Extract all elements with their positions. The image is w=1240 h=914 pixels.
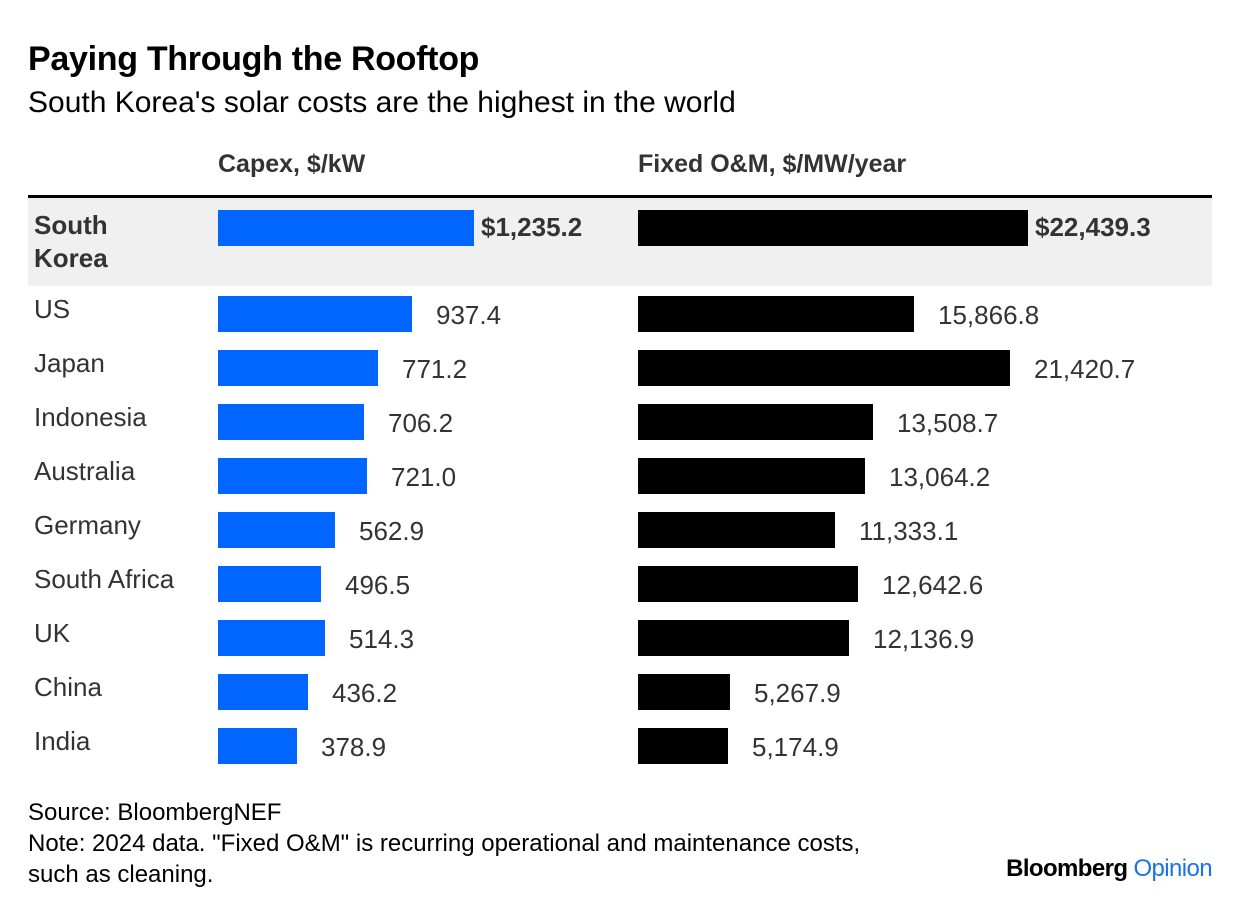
value-label-capex-us: 937.4 <box>436 300 501 330</box>
category-label-china: China <box>34 672 102 702</box>
header-rule <box>28 195 1212 198</box>
chart-subtitle: South Korea's solar costs are the highes… <box>28 86 736 119</box>
chart-title: Paying Through the Rooftop <box>28 40 480 78</box>
bar-capex-indonesia <box>218 404 364 440</box>
footer: Source: BloombergNEF Note: 2024 data. "F… <box>28 797 860 890</box>
value-label-capex-south-africa: 496.5 <box>345 570 410 600</box>
om-column-header: Fixed O&M, $/MW/year <box>638 150 907 178</box>
category-label-uk: UK <box>34 618 71 648</box>
value-label-capex-south-korea: $1,235.2 <box>481 212 582 242</box>
bar-om-china <box>638 674 730 710</box>
category-label-australia: Australia <box>34 456 136 486</box>
bloomberg-opinion-logo: Bloomberg Opinion <box>1006 855 1212 883</box>
value-label-om-south-korea: $22,439.3 <box>1035 212 1151 242</box>
bar-om-india <box>638 728 728 764</box>
bar-capex-us <box>218 296 412 332</box>
value-label-om-india: 5,174.9 <box>752 732 839 762</box>
value-label-om-germany: 11,333.1 <box>859 516 958 546</box>
bar-capex-germany <box>218 512 335 548</box>
bar-capex-japan <box>218 350 378 386</box>
bar-capex-south-korea <box>218 210 474 246</box>
bar-chart: South Korea $1,235.2 $22,439.3 US 937.4 15,866… <box>28 198 1212 764</box>
source-text: Source: BloombergNEF <box>28 799 282 826</box>
bar-om-us <box>638 296 914 332</box>
note-text-line2: such as cleaning. <box>28 861 214 888</box>
category-label-us: US <box>34 294 70 324</box>
value-label-om-indonesia: 13,508.7 <box>897 408 998 438</box>
bar-capex-india <box>218 728 297 764</box>
bar-om-south-africa <box>638 566 858 602</box>
category-label-south-korea: South Korea <box>34 210 108 273</box>
value-label-capex-germany: 562.9 <box>359 516 424 546</box>
category-label-germany: Germany <box>34 510 141 540</box>
bar-om-indonesia <box>638 404 873 440</box>
bar-capex-china <box>218 674 308 710</box>
value-label-om-japan: 21,420.7 <box>1034 354 1135 384</box>
category-label-japan: Japan <box>34 348 105 378</box>
bar-capex-australia <box>218 458 367 494</box>
logo-brand: Bloomberg <box>1006 855 1128 882</box>
note-text-line1: Note: 2024 data. "Fixed O&M" is recurrin… <box>28 830 861 857</box>
value-label-capex-japan: 771.2 <box>402 354 467 384</box>
value-label-capex-india: 378.9 <box>321 732 386 762</box>
bar-om-uk <box>638 620 849 656</box>
value-label-om-australia: 13,064.2 <box>889 462 990 492</box>
category-label-india: India <box>34 726 91 756</box>
bar-om-australia <box>638 458 865 494</box>
logo-section: Opinion <box>1133 855 1212 882</box>
category-label-indonesia: Indonesia <box>34 402 147 432</box>
bar-capex-uk <box>218 620 325 656</box>
value-label-capex-china: 436.2 <box>332 678 397 708</box>
bar-om-germany <box>638 512 835 548</box>
bar-om-japan <box>638 350 1010 386</box>
bar-capex-south-africa <box>218 566 321 602</box>
bar-om-south-korea <box>638 210 1028 246</box>
category-label-south-africa: South Africa <box>34 564 175 594</box>
capex-column-header: Capex, $/kW <box>218 150 366 178</box>
value-label-om-china: 5,267.9 <box>754 678 841 708</box>
value-label-om-south-africa: 12,642.6 <box>882 570 983 600</box>
value-label-capex-indonesia: 706.2 <box>388 408 453 438</box>
value-label-capex-uk: 514.3 <box>349 624 414 654</box>
value-label-om-us: 15,866.8 <box>938 300 1039 330</box>
value-label-capex-australia: 721.0 <box>391 462 456 492</box>
value-label-om-uk: 12,136.9 <box>873 624 974 654</box>
